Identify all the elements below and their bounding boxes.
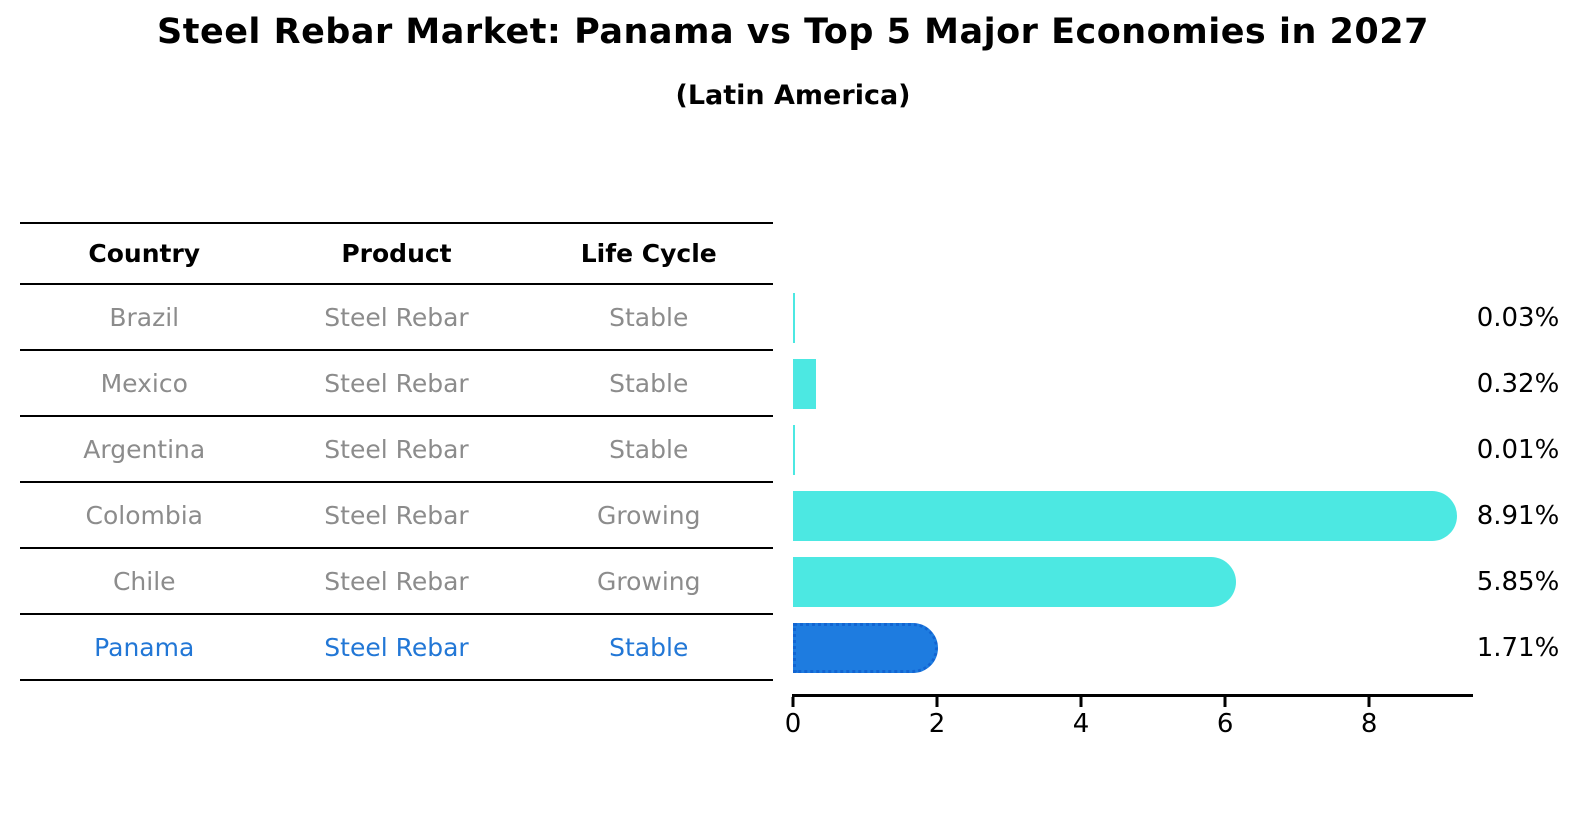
x-axis-ticks: 0 2 4 6 8 bbox=[785, 697, 1470, 747]
table-row-colombia: Colombia Steel Rebar Growing bbox=[20, 483, 773, 549]
x-axis-tick-label: 8 bbox=[1360, 709, 1378, 739]
table-row-panama: Panama Steel Rebar Stable bbox=[20, 615, 773, 681]
chart-title: Steel Rebar Market: Panama vs Top 5 Majo… bbox=[157, 12, 1429, 52]
table-row-mexico: Mexico Steel Rebar Stable bbox=[20, 351, 773, 417]
table-cell-product: Steel Rebar bbox=[324, 302, 469, 332]
bar-value-label-brazil: 0.03% bbox=[1476, 303, 1560, 333]
bar-panama bbox=[793, 623, 939, 673]
x-axis-tick: 6 bbox=[1217, 697, 1233, 739]
table-cell-country: Colombia bbox=[85, 500, 203, 530]
table-cell-product: Steel Rebar bbox=[324, 632, 469, 662]
x-axis-line bbox=[792, 694, 1473, 697]
bar-value-label-mexico: 0.32% bbox=[1476, 369, 1560, 399]
table-cell-product: Steel Rebar bbox=[324, 500, 469, 530]
bar-brazil bbox=[793, 293, 796, 343]
table-header-product: Product bbox=[341, 239, 452, 268]
bar-argentina bbox=[793, 425, 795, 475]
x-axis-tick-label: 4 bbox=[1072, 709, 1090, 739]
table-cell-country: Argentina bbox=[83, 434, 206, 464]
table-cell-life-cycle: Stable bbox=[609, 434, 689, 464]
bar-chile bbox=[793, 557, 1237, 607]
table-row-chile: Chile Steel Rebar Growing bbox=[20, 549, 773, 615]
bar-row bbox=[793, 285, 1470, 351]
comparison-table: Country Product Life Cycle Brazil Steel … bbox=[20, 222, 773, 681]
x-axis-tick-label: 2 bbox=[928, 709, 946, 739]
bar-row bbox=[793, 549, 1470, 615]
table-cell-product: Steel Rebar bbox=[324, 566, 469, 596]
table-cell-product: Steel Rebar bbox=[324, 368, 469, 398]
bar-mexico bbox=[793, 359, 817, 409]
x-axis-tick: 4 bbox=[1073, 697, 1089, 739]
table-header-life-cycle: Life Cycle bbox=[580, 239, 717, 268]
table-cell-country: Mexico bbox=[100, 368, 188, 398]
bar-row bbox=[793, 615, 1470, 681]
bar-row bbox=[793, 483, 1470, 549]
table-cell-life-cycle: Growing bbox=[596, 500, 701, 530]
bar-row bbox=[793, 417, 1470, 483]
table-cell-life-cycle: Stable bbox=[609, 302, 689, 332]
x-axis-tick: 0 bbox=[785, 697, 801, 739]
x-axis-tick: 2 bbox=[929, 697, 945, 739]
chart-subtitle: (Latin America) bbox=[675, 80, 911, 111]
bar-plot-area bbox=[793, 285, 1470, 681]
bar-row bbox=[793, 351, 1470, 417]
bar-value-label-panama: 1.71% bbox=[1476, 633, 1560, 663]
table-cell-country: Panama bbox=[94, 632, 195, 662]
table-cell-country: Chile bbox=[112, 566, 176, 596]
bar-value-labels: 0.03% 0.32% 0.01% 8.91% 5.85% 1.71% bbox=[1462, 285, 1574, 681]
table-row-brazil: Brazil Steel Rebar Stable bbox=[20, 285, 773, 351]
bar-value-label-argentina: 0.01% bbox=[1476, 435, 1560, 465]
x-axis-tick-label: 0 bbox=[784, 709, 802, 739]
table-cell-life-cycle: Growing bbox=[596, 566, 701, 596]
table-header-row: Country Product Life Cycle bbox=[20, 224, 773, 285]
table-cell-product: Steel Rebar bbox=[324, 434, 469, 464]
table-cell-life-cycle: Stable bbox=[609, 368, 689, 398]
table-header-country: Country bbox=[88, 239, 201, 268]
x-axis-tick: 8 bbox=[1361, 697, 1377, 739]
table-cell-life-cycle: Stable bbox=[609, 632, 689, 662]
table-cell-country: Brazil bbox=[109, 302, 180, 332]
x-axis-tick-label: 6 bbox=[1216, 709, 1234, 739]
bar-colombia bbox=[793, 491, 1457, 541]
bar-value-label-colombia: 8.91% bbox=[1476, 501, 1560, 531]
bar-value-label-chile: 5.85% bbox=[1476, 567, 1560, 597]
table-row-argentina: Argentina Steel Rebar Stable bbox=[20, 417, 773, 483]
